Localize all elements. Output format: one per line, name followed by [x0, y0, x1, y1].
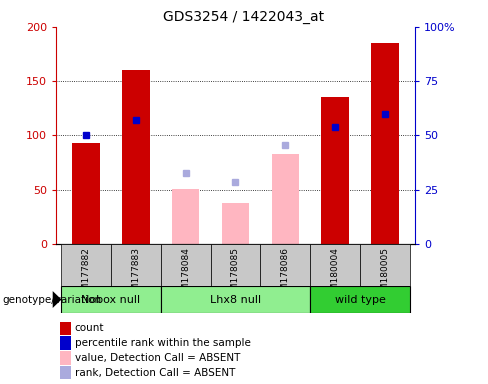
- Text: GSM178084: GSM178084: [181, 247, 190, 302]
- Bar: [61, 336, 71, 350]
- Text: GSM177882: GSM177882: [81, 247, 90, 302]
- Text: value, Detection Call = ABSENT: value, Detection Call = ABSENT: [75, 353, 240, 363]
- Text: genotype/variation: genotype/variation: [2, 295, 102, 305]
- Bar: [322, 98, 349, 244]
- Bar: [172, 189, 199, 244]
- Bar: [61, 286, 161, 313]
- Polygon shape: [53, 291, 61, 308]
- Bar: [61, 366, 71, 379]
- Bar: [161, 244, 210, 286]
- Text: GSM178086: GSM178086: [281, 247, 290, 302]
- Bar: [272, 154, 299, 244]
- Text: percentile rank within the sample: percentile rank within the sample: [75, 338, 251, 348]
- Text: GSM177883: GSM177883: [131, 247, 141, 302]
- Text: wild type: wild type: [335, 295, 386, 305]
- Bar: [61, 351, 71, 365]
- Bar: [72, 143, 100, 244]
- Text: rank, Detection Call = ABSENT: rank, Detection Call = ABSENT: [75, 367, 235, 378]
- Bar: [371, 43, 399, 244]
- Text: GSM178085: GSM178085: [231, 247, 240, 302]
- Bar: [261, 244, 310, 286]
- Bar: [61, 321, 71, 335]
- Bar: [210, 244, 261, 286]
- Text: GSM180005: GSM180005: [381, 247, 389, 302]
- Bar: [61, 244, 111, 286]
- Bar: [310, 244, 360, 286]
- Text: GDS3254 / 1422043_at: GDS3254 / 1422043_at: [163, 10, 325, 23]
- Bar: [111, 244, 161, 286]
- Text: Lhx8 null: Lhx8 null: [210, 295, 261, 305]
- Bar: [310, 286, 410, 313]
- Bar: [161, 286, 310, 313]
- Text: count: count: [75, 323, 104, 333]
- Bar: [222, 203, 249, 244]
- Text: GSM180004: GSM180004: [330, 247, 340, 302]
- Bar: [360, 244, 410, 286]
- Bar: [122, 70, 149, 244]
- Text: Nobox null: Nobox null: [81, 295, 141, 305]
